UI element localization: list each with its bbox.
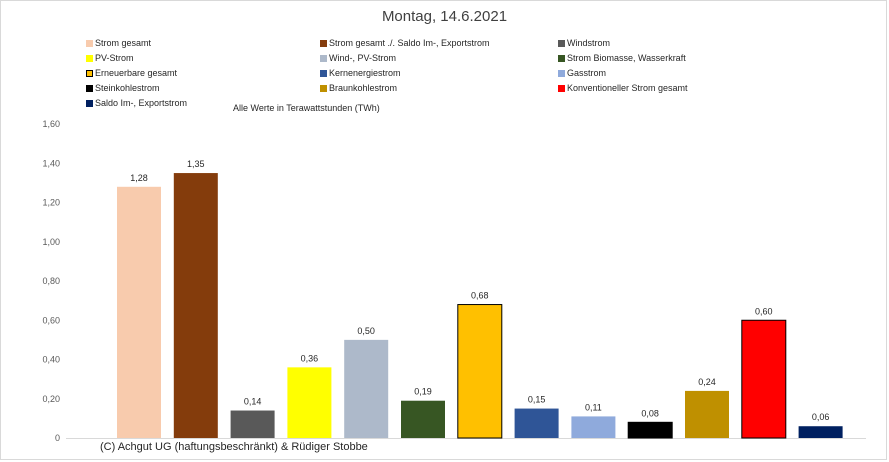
- y-tick-label: 0,60: [42, 315, 60, 325]
- legend-swatch: [558, 84, 565, 92]
- y-tick-label: 1,60: [42, 119, 60, 129]
- bar-value-label: 0,11: [585, 402, 602, 412]
- legend-label: Kernenergiestrom: [329, 68, 401, 78]
- legend-swatch: [86, 54, 93, 62]
- bar: [741, 319, 787, 439]
- legend-label: Gasstrom: [567, 68, 607, 78]
- y-tick-label: 0,20: [42, 394, 60, 404]
- legend-swatch: [558, 69, 565, 77]
- bar-value-label: 1,35: [187, 159, 205, 169]
- y-tick-label: 0: [55, 433, 60, 443]
- bar: [685, 390, 729, 438]
- legend-item: Saldo Im-, Exportstrom: [86, 98, 187, 108]
- legend-swatch: [558, 39, 565, 47]
- bar-value-label: 0,15: [528, 395, 546, 405]
- y-tick-label: 1,20: [42, 198, 60, 208]
- bar: [571, 416, 616, 438]
- legend-swatch: [558, 54, 565, 62]
- bar-value-label: 0,14: [244, 397, 262, 407]
- legend-label: Braunkohlestrom: [329, 83, 398, 93]
- legend-item: Erneuerbare gesamt: [86, 68, 177, 78]
- bar: [798, 426, 843, 438]
- y-tick-label: 0,40: [42, 355, 60, 365]
- bar-value-label: 0,24: [698, 377, 716, 387]
- legend-swatch: [320, 39, 327, 47]
- legend-item: PV-Strom: [86, 53, 134, 63]
- chart-subtitle: Alle Werte in Terawattstunden (TWh): [233, 103, 380, 113]
- bar: [401, 400, 445, 438]
- legend-label: PV-Strom: [95, 53, 134, 63]
- bar-value-label: 0,19: [414, 387, 432, 397]
- legend-swatch: [320, 84, 327, 92]
- legend-swatch: [320, 54, 327, 62]
- legend-item: Windstrom: [558, 38, 610, 48]
- bar-value-label: 0,36: [301, 353, 319, 363]
- bar: [287, 367, 332, 438]
- legend-label: Windstrom: [567, 38, 611, 48]
- legend-label: Steinkohlestrom: [95, 83, 160, 93]
- legend-item: Konventioneller Strom gesamt: [558, 83, 688, 93]
- legend-swatch: [86, 69, 93, 77]
- bar-value-label: 0,06: [812, 412, 830, 422]
- legend-label: Erneuerbare gesamt: [95, 68, 178, 78]
- y-tick-label: 1,40: [42, 158, 60, 168]
- bar: [514, 408, 559, 438]
- legend-item: Steinkohlestrom: [86, 83, 160, 93]
- bar: [173, 173, 218, 438]
- bar-value-label: 0,08: [641, 408, 659, 418]
- legend-item: Strom Biomasse, Wasserkraft: [558, 53, 686, 63]
- legend-label: Wind-, PV-Strom: [329, 53, 397, 63]
- y-tick-label: 1,00: [42, 237, 60, 247]
- legend-label: Konventioneller Strom gesamt: [567, 83, 688, 93]
- legend-item: Kernenergiestrom: [320, 68, 401, 78]
- legend-label: Saldo Im-, Exportstrom: [95, 98, 188, 108]
- bar-value-label: 0,68: [471, 291, 489, 301]
- bar-value-label: 1,28: [130, 173, 148, 183]
- bar: [627, 421, 673, 439]
- legend-label: Strom gesamt ./. Saldo Im-, Exportstrom: [329, 38, 490, 48]
- y-tick-label: 0,80: [42, 276, 60, 286]
- legend-item: Wind-, PV-Strom: [320, 53, 396, 63]
- bar-value-label: 0,60: [755, 306, 773, 316]
- bar-value-label: 0,50: [357, 326, 375, 336]
- bar: [344, 339, 389, 438]
- bar: [457, 304, 503, 439]
- legend-item: Gasstrom: [558, 68, 606, 78]
- legend-swatch: [320, 69, 327, 77]
- legend-label: Strom Biomasse, Wasserkraft: [567, 53, 686, 63]
- legend-label: Strom gesamt: [95, 38, 152, 48]
- legend-item: Strom gesamt ./. Saldo Im-, Exportstrom: [320, 38, 490, 48]
- chart-title: Montag, 14.6.2021: [381, 8, 508, 25]
- legend-item: Braunkohlestrom: [320, 83, 397, 93]
- legend-item: Strom gesamt: [86, 38, 151, 48]
- legend-swatch: [86, 84, 93, 92]
- bar: [117, 186, 161, 438]
- copyright-footer: (C) Achgut UG (haftungsbeschränkt) & Rüd…: [100, 441, 368, 453]
- bar: [230, 410, 275, 438]
- legend-swatch: [86, 39, 93, 47]
- legend-swatch: [86, 99, 93, 107]
